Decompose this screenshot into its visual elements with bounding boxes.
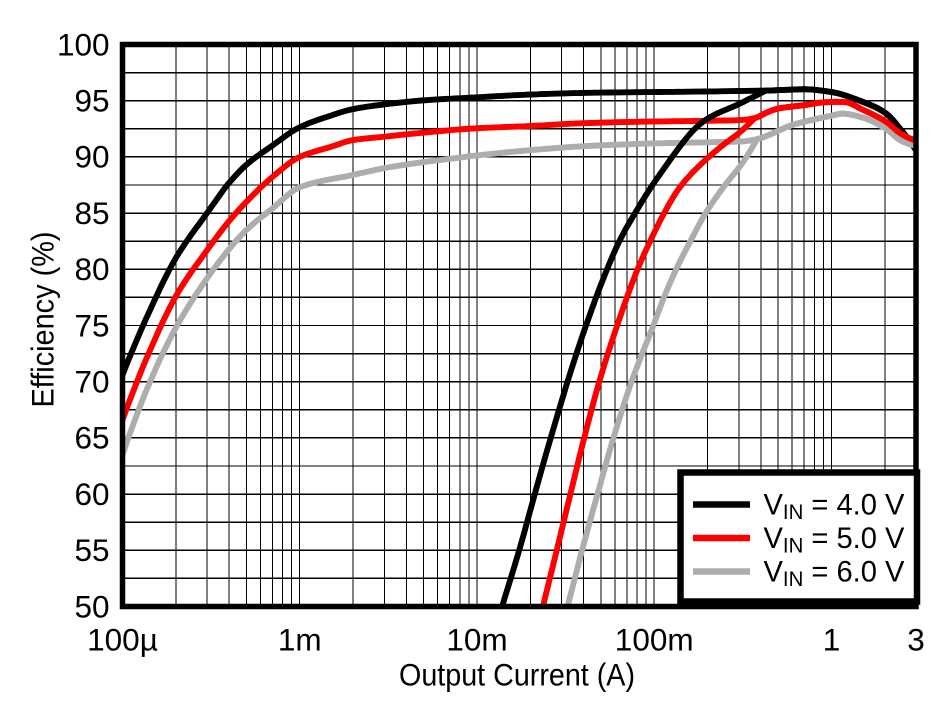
svg-text:60: 60 — [74, 476, 109, 512]
svg-text:1: 1 — [823, 622, 841, 658]
svg-text:65: 65 — [74, 420, 109, 456]
svg-text:75: 75 — [74, 307, 109, 343]
svg-text:3: 3 — [907, 622, 925, 658]
svg-text:Output Current (A): Output Current (A) — [399, 657, 635, 693]
svg-text:100: 100 — [57, 26, 110, 62]
svg-text:100µ: 100µ — [87, 622, 158, 658]
svg-text:VIN = 4.0 V: VIN = 4.0 V — [764, 489, 905, 525]
svg-text:50: 50 — [74, 588, 109, 624]
svg-text:90: 90 — [74, 139, 109, 175]
svg-text:Efficiency (%): Efficiency (%) — [25, 232, 61, 408]
svg-text:70: 70 — [74, 364, 109, 400]
svg-text:VIN = 5.0 V: VIN = 5.0 V — [764, 522, 905, 558]
svg-text:55: 55 — [74, 532, 109, 568]
svg-text:1m: 1m — [278, 622, 322, 658]
svg-text:95: 95 — [74, 83, 109, 119]
svg-text:85: 85 — [74, 195, 109, 231]
svg-text:100m: 100m — [615, 622, 694, 658]
svg-text:10m: 10m — [446, 622, 507, 658]
svg-text:80: 80 — [74, 251, 109, 287]
